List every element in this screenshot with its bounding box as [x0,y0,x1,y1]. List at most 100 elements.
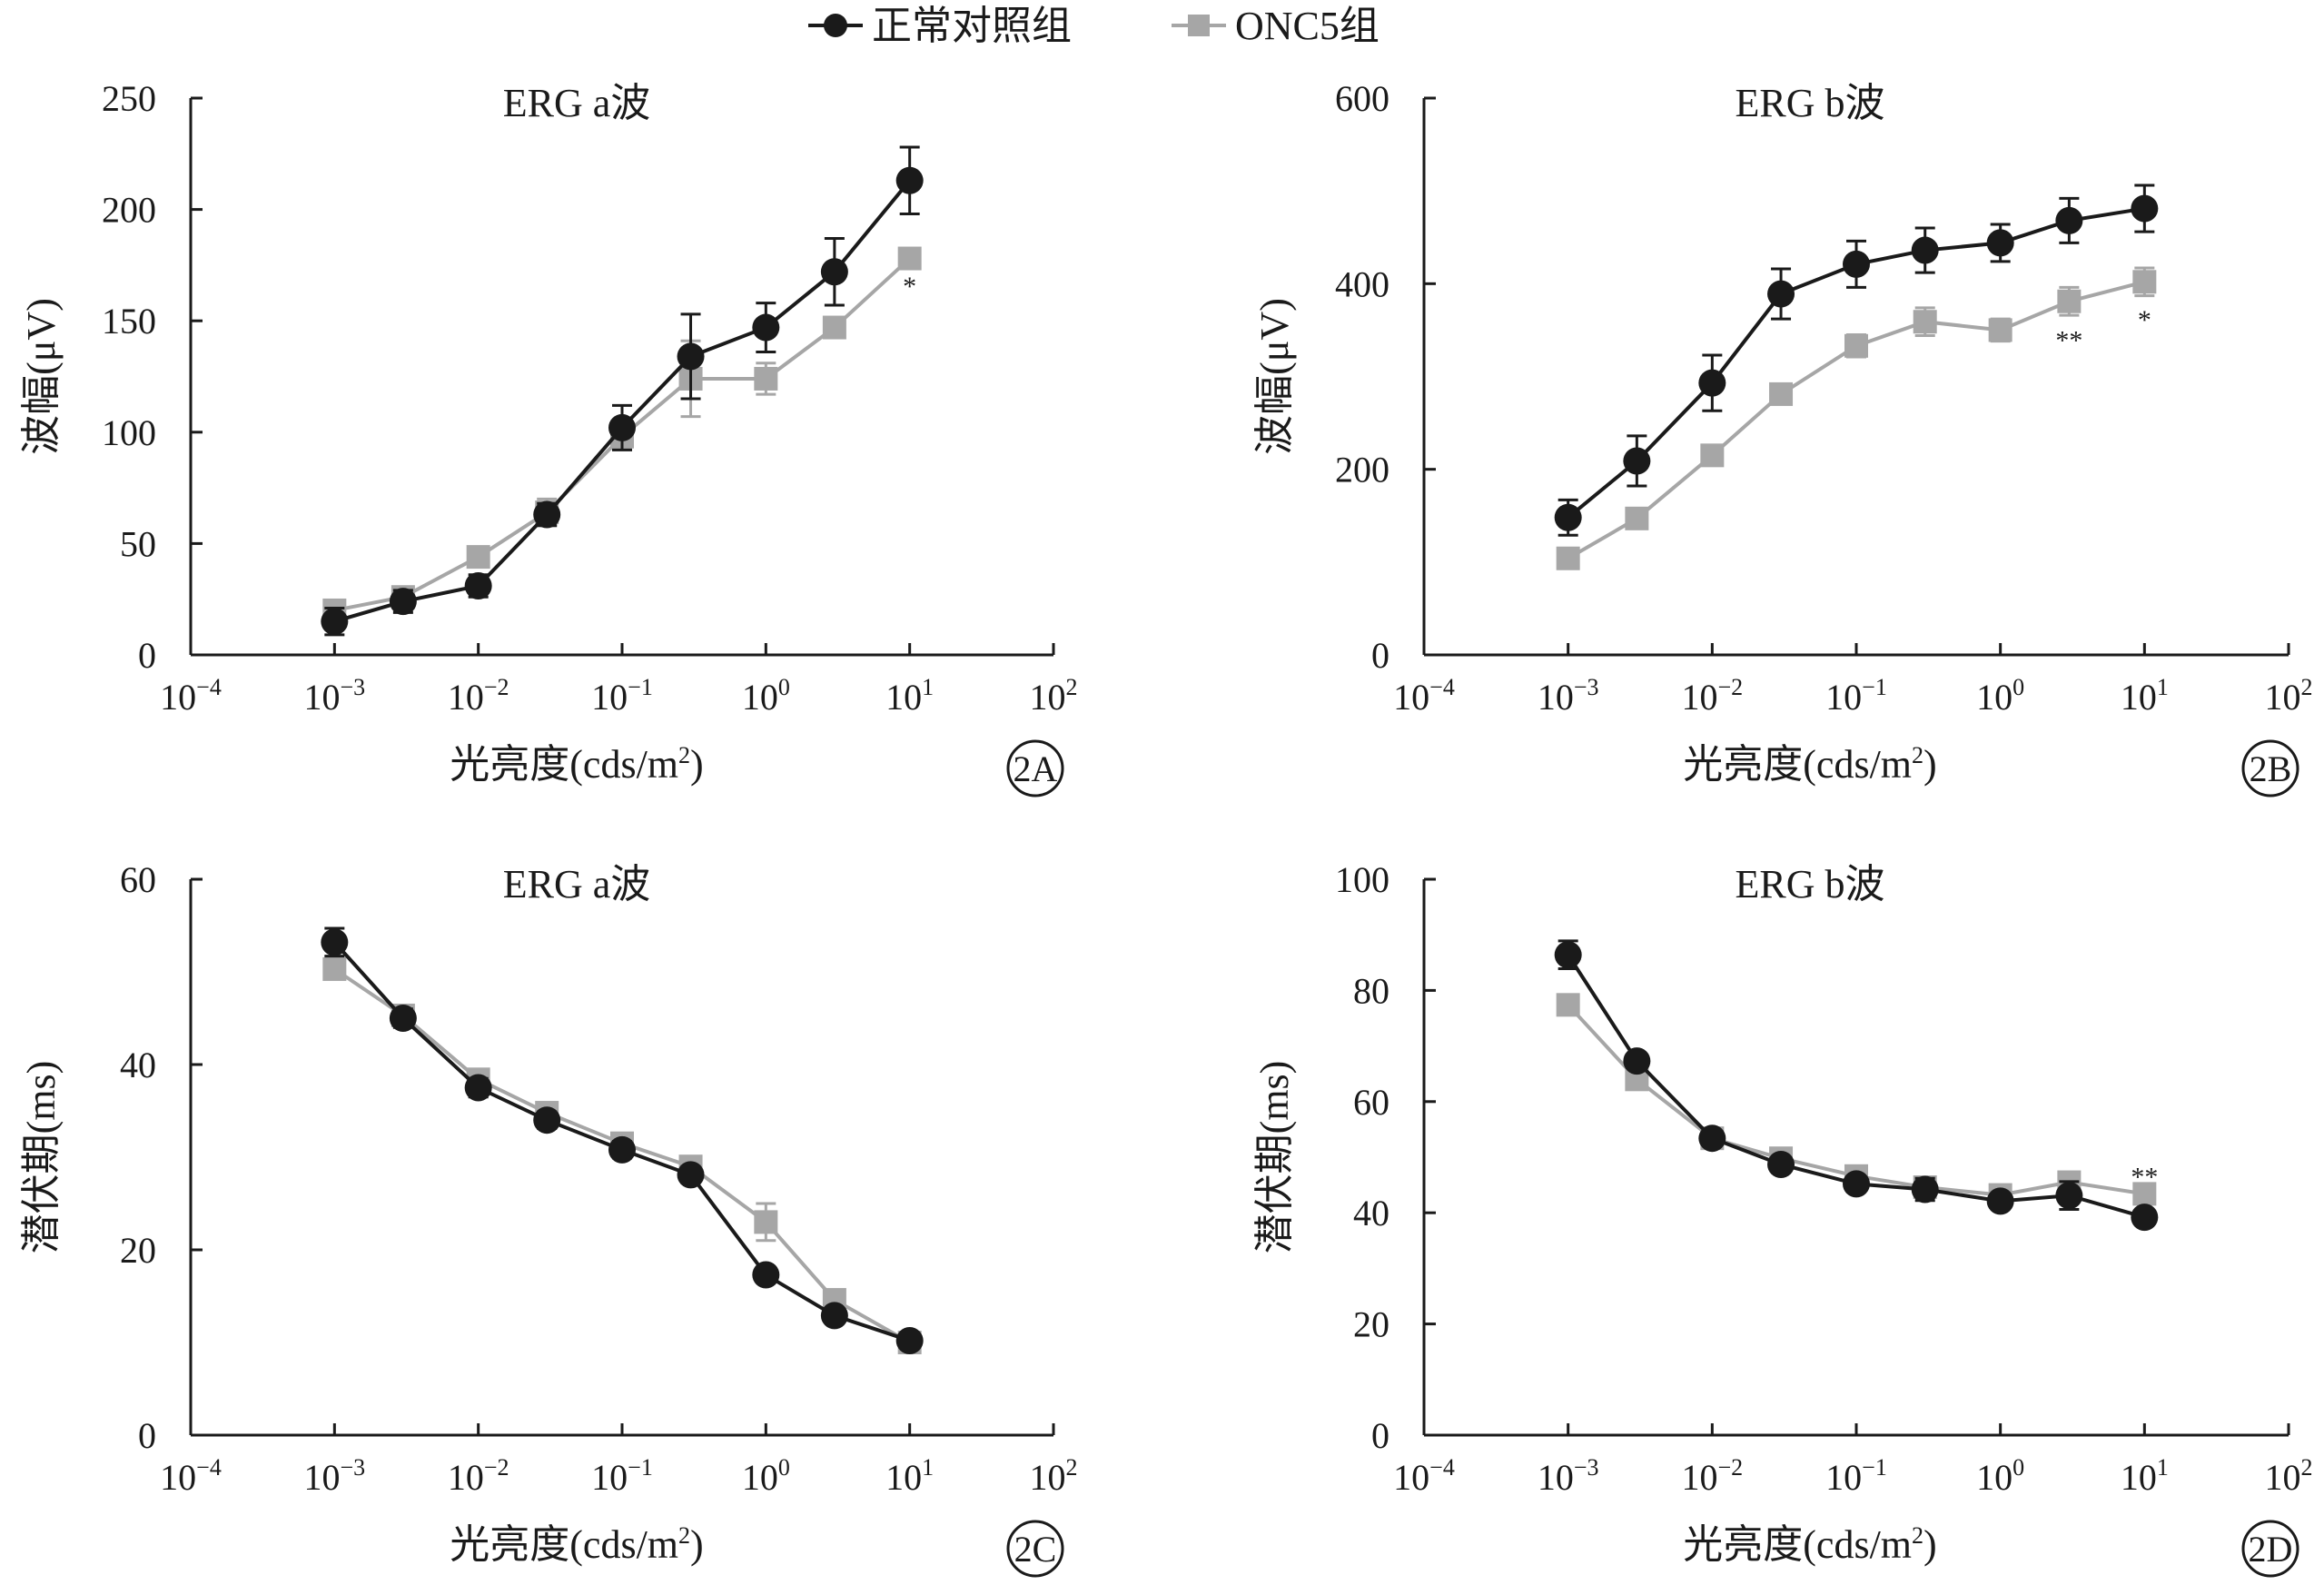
y-tick-label: 0 [1371,635,1389,676]
x-tick-label: 10−1 [591,674,653,718]
data-point-circle [895,166,924,194]
panel-badge-circle [2241,1520,2299,1578]
data-point-square [1556,546,1580,570]
legend: 正常对照组 ONC5组 [808,4,1380,48]
series-control [321,926,924,1354]
y-tick-label: 20 [120,1230,156,1271]
data-point-circle [1623,447,1651,475]
x-tick-label: 102 [2265,674,2313,718]
data-point-circle [2055,1182,2083,1210]
y-axis-title: 波幅(μV) [19,298,64,455]
y-tick-label: 600 [1335,78,1389,119]
data-point-circle [1623,1047,1651,1075]
panel-badge-label: 2B [2250,748,2292,789]
data-point-square [822,315,846,340]
x-tick-label: 100 [1976,674,2024,718]
y-tick-label: 150 [102,301,156,342]
x-tick-label: 10−1 [1825,674,1887,718]
data-point-circle [677,342,705,371]
data-point-circle [321,608,349,636]
data-point-circle [464,571,492,599]
data-point-circle [608,1135,636,1164]
y-tick-label: 0 [138,1415,156,1456]
data-point-circle [1986,1187,2014,1215]
panel-badge-circle [1006,739,1064,797]
y-axis-title: 潜伏期(ms) [19,1061,64,1254]
data-point-circle [608,413,636,441]
data-point-circle [321,928,349,956]
data-point-square [1700,443,1725,468]
y-tick-label: 100 [102,412,156,453]
data-point-square [754,1210,778,1234]
data-point-square [1625,506,1649,530]
x-tick-label: 10−3 [303,1454,365,1498]
data-point-circle [752,313,780,342]
legend-item: ONC5组 [1172,4,1380,48]
series-control [1554,939,2159,1232]
data-point-square [2132,1182,2157,1206]
data-point-circle [1843,1170,1870,1198]
chart-panel-2d: 0 20 40 60 80 100 10−4 10−3 10−2 10−1 100 101 102 ERG… [1252,859,2313,1578]
data-point-circle [752,1261,780,1289]
chart-panel-2c: 0 20 40 60 10−4 10−3 10−2 10−1 100 101 102 ERG a波潜伏… [19,859,1078,1578]
data-point-circle [389,1005,417,1032]
series-line [333,179,912,624]
x-axis-title: 光亮度(cds/m2) [1683,742,1936,787]
legend-item: 正常对照组 [808,4,1072,48]
data-point-square [2057,289,2082,313]
series-control [321,145,924,637]
data-point-circle [1767,280,1795,308]
panel-badge-circle [2241,739,2299,797]
data-point-circle [1554,941,1582,969]
x-axis-title: 光亮度(cds/m2) [450,1522,703,1567]
significance-marker: * [903,272,916,302]
x-tick-label: 10−1 [1825,1454,1887,1498]
data-point-circle [1986,229,2014,257]
chart-title: ERG b波 [1736,81,1885,125]
x-tick-label: 102 [1030,1454,1078,1498]
significance-marker: * [2138,305,2151,335]
y-tick-label: 0 [1371,1415,1389,1456]
data-point-square [897,246,922,271]
x-tick-label: 102 [2265,1454,2313,1498]
data-point-circle [1698,1124,1726,1153]
data-point-square [2132,270,2157,294]
data-point-circle [1767,1150,1795,1178]
legend-label: ONC5组 [1235,4,1380,48]
chart-panel-2a: 0 50 100 150 200 250 10−4 10−3 10−2 10−1 100 101 102… [19,78,1078,797]
y-axis-title: 波幅(μV) [1252,298,1297,455]
chart-panel-2b: 0 200 400 600 10−4 10−3 10−2 10−1 100 101 102 ERG b… [1252,78,2313,797]
x-tick-label: 102 [1030,674,1078,718]
legend-marker-square [1188,15,1210,36]
y-tick-label: 80 [1353,970,1389,1011]
x-axis-title: 光亮度(cds/m2) [1683,1522,1936,1567]
x-tick-label: 101 [2121,674,2169,718]
data-point-circle [2131,194,2159,223]
series-onc5 [1556,266,2157,570]
x-tick-label: 10−3 [303,674,365,718]
data-point-circle [677,1161,705,1189]
y-tick-label: 60 [1353,1082,1389,1123]
x-tick-label: 10−4 [1393,1454,1455,1498]
data-point-square [1556,993,1580,1017]
panel-badge-circle [1006,1520,1064,1578]
panel-badge-label: 2D [2249,1529,2293,1570]
data-point-circle [2055,206,2083,234]
y-tick-label: 250 [102,78,156,119]
data-point-circle [1698,369,1726,397]
data-point-square [1769,381,1794,406]
y-tick-label: 0 [138,635,156,676]
data-point-square [1913,310,1937,334]
legend-marker-circle [824,14,847,37]
data-point-square [1988,318,2012,342]
chart-title: ERG b波 [1736,862,1885,906]
x-tick-label: 10−2 [448,1454,509,1498]
significance-marker: ** [2131,1162,2158,1192]
x-tick-label: 10−4 [1393,674,1455,718]
data-point-circle [389,588,417,616]
x-tick-label: 10−3 [1538,674,1599,718]
x-tick-label: 10−1 [591,1454,653,1498]
x-tick-label: 10−2 [1681,674,1743,718]
data-point-circle [895,1326,924,1354]
